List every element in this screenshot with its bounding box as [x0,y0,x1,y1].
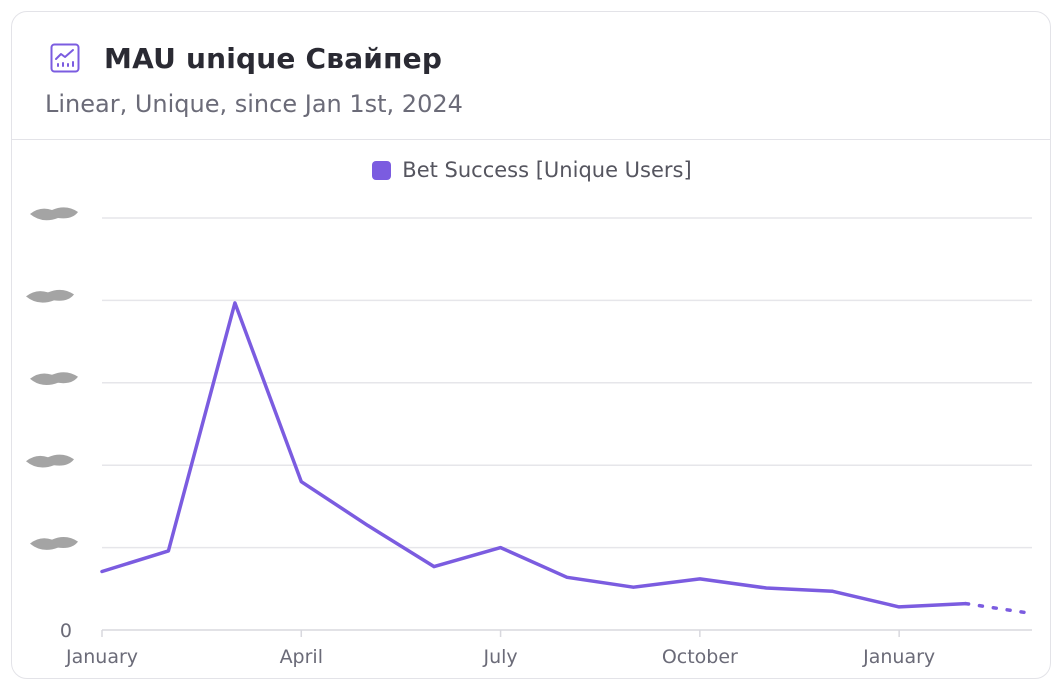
data-point[interactable] [362,519,374,531]
legend-label: Bet Success [Unique Users] [402,158,692,182]
line-chart[interactable]: 0 January April July October January [12,140,1051,679]
data-point[interactable] [162,545,174,557]
line-chart-icon [50,43,80,73]
chart-card: MAU unique Свайпер Linear, Unique, since… [11,11,1051,679]
y-tick-label-redacted [30,207,78,221]
series-line[interactable] [100,301,968,609]
chart-area: Bet Success [Unique Users] 0 January April… [12,140,1051,679]
legend[interactable]: Bet Success [Unique Users] [12,158,1050,182]
data-point[interactable] [295,476,307,488]
page-title: MAU unique Свайпер [104,41,443,75]
data-point[interactable] [827,585,839,597]
data-point[interactable] [229,297,241,309]
x-tick-label: July [482,646,517,668]
data-point[interactable] [495,542,507,554]
data-point[interactable] [960,598,972,610]
data-point[interactable] [561,571,573,583]
x-tick-label: January [65,646,138,668]
title-row: MAU unique Свайпер [50,40,442,76]
data-point[interactable] [627,581,639,593]
x-tick-label: October [662,646,738,668]
data-point[interactable] [694,573,706,585]
y-tick-label-redacted [26,289,74,303]
data-point[interactable] [893,601,905,613]
legend-swatch [372,160,392,180]
card-header: MAU unique Свайпер Linear, Unique, since… [12,12,1050,140]
x-tick-label: January [862,646,935,668]
data-point[interactable] [760,582,772,594]
y-tick-label: 0 [60,620,72,642]
chart-subtitle: Linear, Unique, since Jan 1st, 2024 [45,90,463,118]
data-point[interactable] [96,565,108,577]
y-tick-label-redacted [26,454,74,468]
data-point[interactable] [1026,608,1038,620]
y-tick-label-redacted [30,537,78,550]
series-line-incomplete[interactable] [963,601,1034,616]
y-tick-label-redacted [30,372,78,386]
x-tick-label: April [280,646,323,668]
data-point[interactable] [428,561,440,573]
